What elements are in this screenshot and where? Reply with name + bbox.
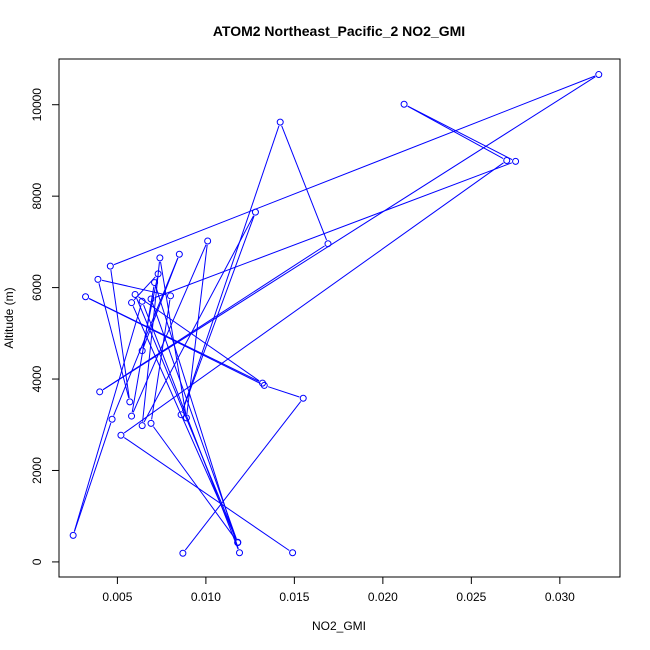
data-point bbox=[234, 539, 242, 547]
y-tick-label: 8000 bbox=[30, 182, 44, 209]
data-point bbox=[175, 250, 183, 258]
data-point bbox=[69, 531, 77, 539]
data-point bbox=[276, 118, 284, 126]
series-segment bbox=[182, 215, 255, 412]
series-segment bbox=[407, 105, 513, 161]
series-segment bbox=[160, 261, 187, 415]
y-tick-label: 4000 bbox=[30, 365, 44, 392]
series-segment bbox=[281, 125, 327, 241]
data-point bbox=[289, 549, 297, 557]
series-segment bbox=[123, 162, 504, 434]
data-point bbox=[182, 414, 190, 422]
y-tick-label: 0 bbox=[30, 558, 44, 565]
data-point bbox=[503, 156, 511, 164]
series-segment bbox=[154, 162, 513, 299]
data-point bbox=[131, 290, 139, 298]
series-segment bbox=[131, 286, 155, 413]
x-tick-label: 0.010 bbox=[191, 590, 221, 604]
series-segment bbox=[98, 283, 130, 399]
y-axis-label: Altitude (m) bbox=[2, 287, 16, 348]
data-point bbox=[179, 549, 187, 557]
x-axis: 0.005 0.010 0.015 0.020 0.025 0.030 bbox=[102, 576, 575, 604]
data-point bbox=[251, 208, 259, 216]
data-point bbox=[82, 293, 90, 301]
series-segment bbox=[102, 76, 596, 391]
series-segment bbox=[267, 386, 300, 398]
data-point bbox=[128, 299, 136, 307]
series-segment bbox=[110, 269, 130, 399]
data-point bbox=[151, 279, 159, 287]
data-point bbox=[106, 262, 114, 270]
data-point bbox=[299, 394, 307, 402]
series-points bbox=[69, 71, 603, 557]
series-segment bbox=[73, 422, 112, 532]
data-point bbox=[400, 100, 408, 108]
y-tick-label: 2000 bbox=[30, 457, 44, 484]
y-tick-label: 6000 bbox=[30, 274, 44, 301]
series-lines bbox=[73, 75, 596, 551]
data-point bbox=[166, 292, 174, 300]
x-tick-label: 0.005 bbox=[102, 590, 132, 604]
data-point bbox=[595, 71, 603, 79]
data-point bbox=[324, 240, 332, 248]
x-tick-label: 0.015 bbox=[279, 590, 309, 604]
data-point bbox=[260, 381, 268, 389]
y-axis: 0 2000 4000 6000 8000 10000 bbox=[30, 88, 60, 565]
series-segment bbox=[407, 105, 504, 160]
data-point bbox=[177, 411, 185, 419]
data-point bbox=[236, 549, 244, 557]
data-point bbox=[96, 388, 104, 396]
series-segment bbox=[151, 302, 237, 540]
data-point bbox=[512, 157, 520, 165]
data-point bbox=[154, 270, 162, 278]
series-segment bbox=[184, 401, 302, 551]
series-segment bbox=[123, 437, 290, 551]
x-tick-label: 0.020 bbox=[368, 590, 398, 604]
data-point bbox=[138, 297, 146, 305]
series-segment bbox=[142, 277, 158, 347]
data-point bbox=[117, 431, 125, 439]
data-point bbox=[108, 415, 116, 423]
plot-frame bbox=[58, 58, 621, 578]
series-segment bbox=[73, 305, 142, 532]
series-segment bbox=[113, 257, 179, 416]
series-segment bbox=[143, 215, 255, 423]
x-tick-label: 0.025 bbox=[456, 590, 486, 604]
data-point bbox=[138, 422, 146, 430]
chart-title: ATOM2 Northeast_Pacific_2 NO2_GMI bbox=[213, 23, 465, 39]
series-segment bbox=[151, 299, 171, 420]
data-point bbox=[156, 254, 164, 262]
x-axis-label: NO2_GMI bbox=[312, 619, 366, 633]
series-segment bbox=[132, 306, 237, 540]
data-point bbox=[94, 275, 102, 283]
x-tick-label: 0.030 bbox=[545, 590, 575, 604]
data-point bbox=[259, 379, 267, 387]
series-segment bbox=[186, 244, 208, 414]
data-point bbox=[128, 412, 136, 420]
series-segment bbox=[138, 296, 260, 382]
series-segment bbox=[143, 257, 179, 348]
series-segment bbox=[113, 75, 596, 266]
data-point bbox=[147, 295, 155, 303]
data-point bbox=[138, 347, 146, 355]
series-segment bbox=[88, 298, 260, 382]
data-point bbox=[126, 398, 134, 406]
data-point bbox=[147, 419, 155, 427]
y-tick-label: 10000 bbox=[30, 88, 44, 122]
series-segment bbox=[181, 125, 280, 412]
series-segment bbox=[152, 426, 236, 540]
series-segment bbox=[132, 244, 207, 413]
data-point bbox=[204, 237, 212, 245]
series-segment bbox=[136, 297, 237, 539]
